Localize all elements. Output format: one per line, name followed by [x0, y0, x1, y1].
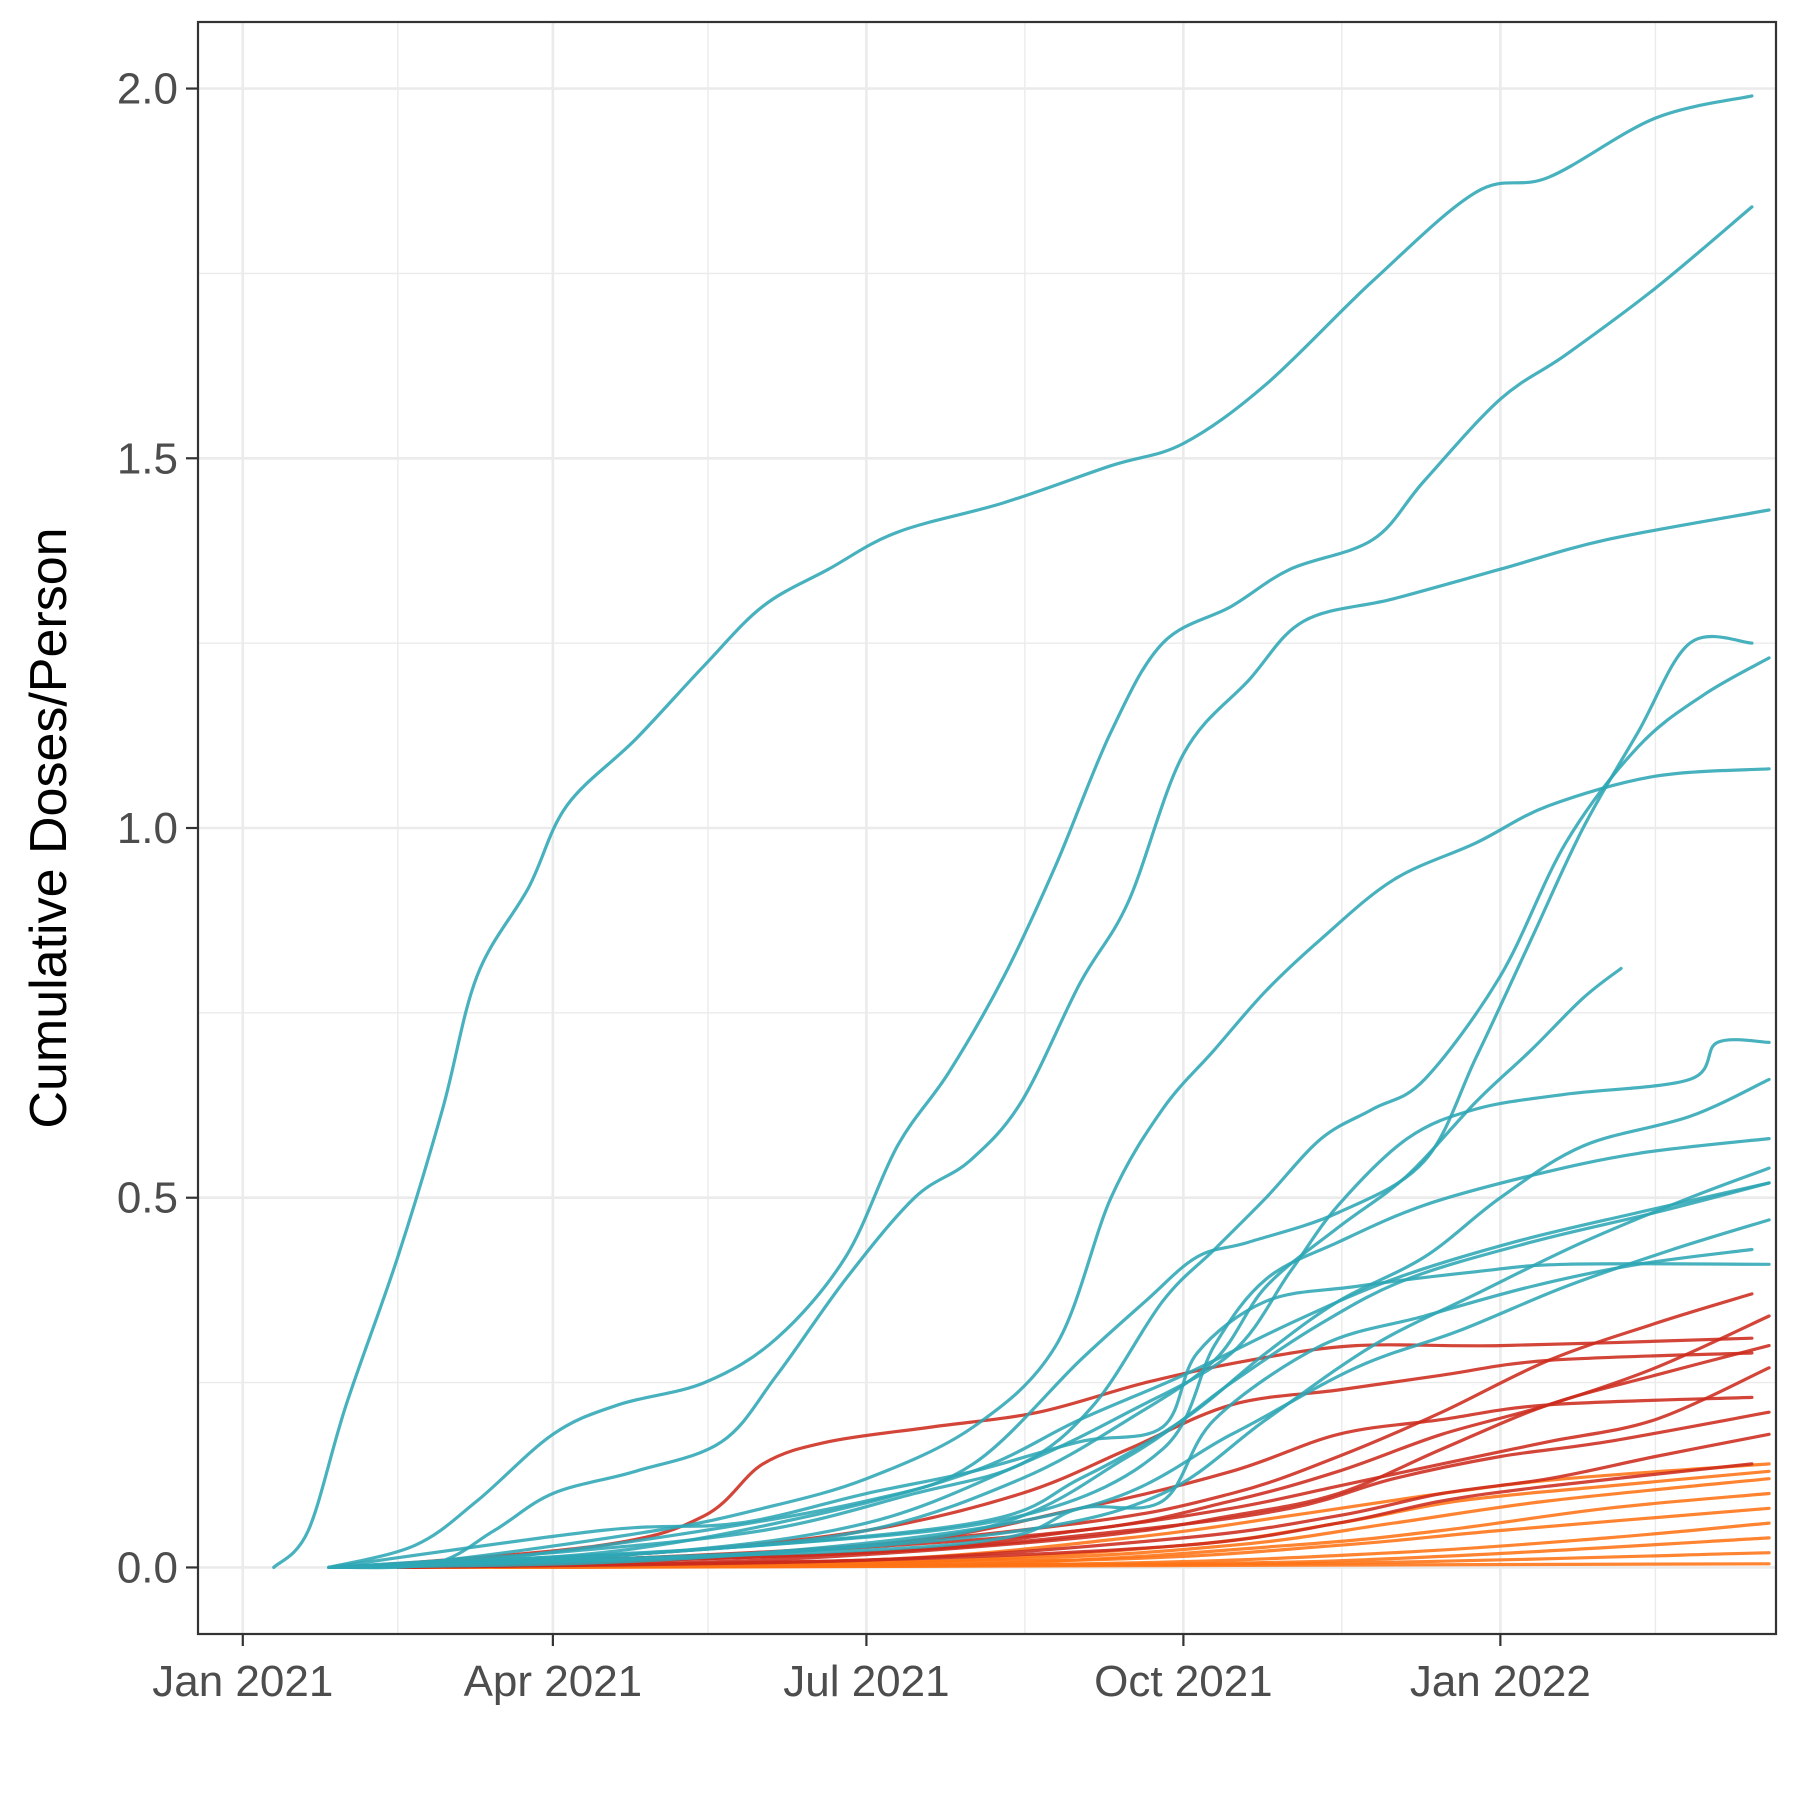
series-lines — [272, 94, 1771, 1570]
teal-series-line-11 — [327, 1262, 1771, 1569]
red-series-line-23 — [396, 1410, 1771, 1569]
orange-series-line-34 — [551, 1562, 1771, 1569]
teal-series-line-1 — [327, 205, 1754, 1569]
y-tick-label: 0.5 — [117, 1174, 178, 1223]
red-series-line-20 — [396, 1344, 1771, 1569]
x-tick-label: Jul 2021 — [783, 1657, 949, 1706]
teal-series-line-12 — [327, 1181, 1771, 1569]
x-tick-label: Jan 2022 — [1410, 1657, 1591, 1706]
teal-series-line-15 — [327, 1247, 1754, 1569]
y-axis-tick-labels: 0.0 0.5 1.0 1.5 2.0 — [117, 65, 178, 1593]
x-tick-label: Oct 2021 — [1094, 1657, 1273, 1706]
y-tick-label: 0.0 — [117, 1543, 178, 1592]
x-tick-label: Apr 2021 — [464, 1657, 643, 1706]
teal-series-line-0 — [272, 94, 1754, 1569]
x-tick-label: Jan 2021 — [152, 1657, 333, 1706]
red-series-line-25 — [396, 1462, 1754, 1569]
teal-series-line-9 — [327, 1137, 1771, 1569]
y-tick-label: 2.0 — [117, 65, 178, 114]
teal-series-line-5 — [327, 656, 1771, 1569]
teal-series-line-3 — [327, 767, 1771, 1569]
y-axis-title: Cumulative Doses/Person — [20, 527, 78, 1128]
teal-series-line-7 — [327, 1038, 1771, 1569]
teal-series-line-2 — [327, 508, 1771, 1570]
y-tick-label: 1.0 — [117, 804, 178, 853]
axis-ticks — [186, 87, 1502, 1646]
teal-series-line-4 — [327, 634, 1754, 1569]
x-axis-tick-labels: Jan 2021 Apr 2021 Jul 2021 Oct 2021 Jan 2022 — [152, 1657, 1591, 1706]
y-tick-label: 1.5 — [117, 434, 178, 483]
